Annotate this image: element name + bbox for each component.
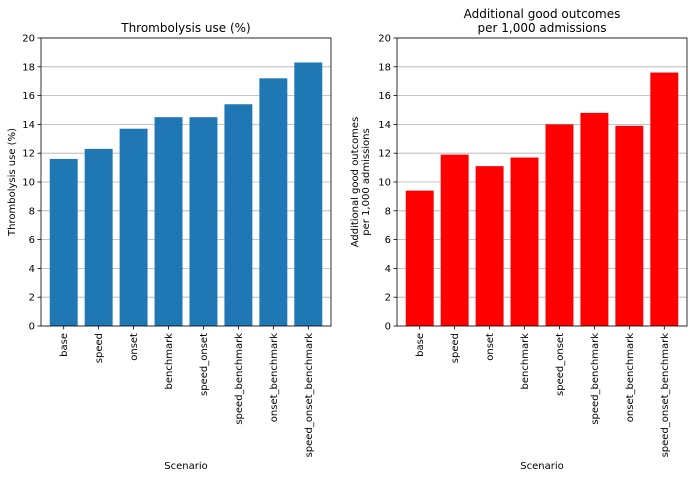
chart2-xtick-label-benchmark: benchmark <box>520 333 531 390</box>
chart1-xtick-label-speed_onset: speed_onset <box>199 333 210 396</box>
chart2-bar-onset_benchmark <box>615 125 644 326</box>
chart1-ylabel-line-1: Thrombolysis use (%) <box>7 128 18 237</box>
chart2-xtick-label-onset_benchmark: onset_benchmark <box>625 333 636 422</box>
chart1-ytick-label-4: 8 <box>29 206 35 217</box>
chart1-ytick-label-7: 14 <box>22 120 35 131</box>
chart2-bar-benchmark <box>510 157 539 326</box>
chart1-bar-onset <box>119 128 148 326</box>
chart2-axes-frame <box>396 37 688 327</box>
chart2-bar-speed_benchmark <box>580 112 609 326</box>
chart1-xlabel: Scenario <box>164 461 207 472</box>
chart2-ytick-label-10: 20 <box>378 34 391 45</box>
chart2-xtick-label-speed_onset_benchmark: speed_onset_benchmark <box>660 333 671 458</box>
chart2-xlabel: Scenario <box>520 461 563 472</box>
chart2-ytick-label-5: 10 <box>378 178 391 189</box>
chart1-ytick-label-2: 4 <box>29 264 35 275</box>
chart2-ytick-label-7: 14 <box>378 120 391 131</box>
chart2-ytick-label-4: 8 <box>385 206 391 217</box>
chart1-title-line-1: Thrombolysis use (%) <box>120 21 251 35</box>
chart2-bar-speed_onset <box>545 124 574 327</box>
chart2-title-line-1: Additional good outcomes <box>464 7 621 21</box>
chart1-ytick-label-0: 0 <box>29 322 35 333</box>
chart2-xtick-label-speed_onset: speed_onset <box>555 333 566 396</box>
chart2-bar-speed_onset_benchmark <box>650 72 679 326</box>
chart1-xtick-label-onset: onset <box>129 333 140 361</box>
chart2-xtick-label-onset: onset <box>485 333 496 361</box>
chart2-bar-speed <box>440 154 469 326</box>
chart2-ytick-label-0: 0 <box>385 322 391 333</box>
chart2-bar-onset <box>475 166 504 326</box>
chart1-ytick-label-8: 16 <box>22 91 35 102</box>
chart1-xtick-label-speed_onset_benchmark: speed_onset_benchmark <box>304 333 315 458</box>
chart2-ytick-label-3: 6 <box>385 235 391 246</box>
chart2-title-line-2: per 1,000 admissions <box>478 21 607 35</box>
chart1-bar-base <box>49 158 78 326</box>
chart1-xtick-label-speed_benchmark: speed_benchmark <box>234 333 245 425</box>
chart1-xtick-label-onset_benchmark: onset_benchmark <box>269 333 280 422</box>
chart1-bar-benchmark <box>154 117 183 326</box>
chart1-ytick-label-10: 20 <box>22 34 35 45</box>
chart2-ylabel-line-1: Additional good outcomes <box>350 117 361 248</box>
chart2-xtick-label-speed: speed <box>450 333 461 363</box>
chart1-bar-speed_onset_benchmark <box>294 62 323 326</box>
chart1-ytick-label-9: 18 <box>22 62 35 73</box>
chart2-ylabel-line-2: per 1,000 admissions <box>361 128 372 235</box>
chart1-ytick-label-5: 10 <box>22 178 35 189</box>
chart1-axes-frame <box>40 37 332 327</box>
chart2-ytick-label-8: 16 <box>378 91 391 102</box>
chart1-bar-speed <box>84 148 113 326</box>
chart1-xtick-label-speed: speed <box>94 333 105 363</box>
chart1-ytick-label-3: 6 <box>29 235 35 246</box>
chart1-bar-speed_benchmark <box>224 104 253 327</box>
chart2-ytick-label-6: 12 <box>378 149 391 160</box>
chart1-ytick-label-1: 2 <box>29 293 35 304</box>
chart2-xtick-label-speed_benchmark: speed_benchmark <box>590 333 601 425</box>
chart1-ytick-label-6: 12 <box>22 149 35 160</box>
chart1-bar-speed_onset <box>189 117 218 326</box>
chart1-xtick-label-benchmark: benchmark <box>164 333 175 390</box>
chart2-ytick-label-1: 2 <box>385 293 391 304</box>
chart1-xtick-label-base: base <box>59 333 70 357</box>
chart2-ytick-label-2: 4 <box>385 264 391 275</box>
chart2-xtick-label-base: base <box>415 333 426 357</box>
chart2-bar-base <box>405 190 434 326</box>
chart1-bar-onset_benchmark <box>259 78 288 326</box>
chart2-ytick-label-9: 18 <box>378 62 391 73</box>
